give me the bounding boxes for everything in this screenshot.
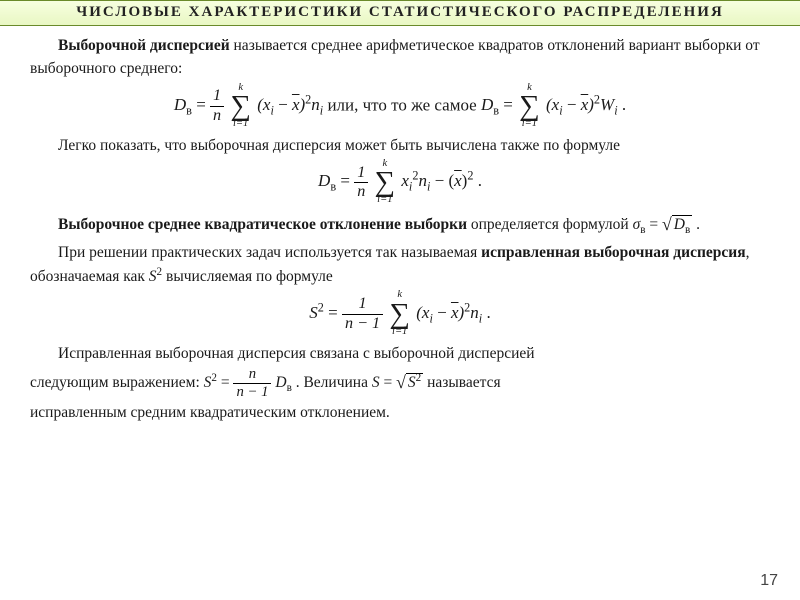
p5mid: Величина [303, 374, 371, 391]
f1-mid: или, что то же самое [327, 95, 481, 114]
f2-ft: 1 [354, 165, 368, 183]
f2-eq: = [340, 171, 350, 190]
f1-D2s: в [493, 103, 499, 117]
f3-D: D [674, 216, 685, 233]
f4-tn: n [470, 303, 479, 322]
term-corrected-variance: исправленная выборочная дисперсия [481, 244, 745, 261]
f2-min: − ( [435, 171, 455, 190]
para-3: Выборочное среднее квадратическое отклон… [30, 210, 770, 239]
para-6: исправленным средним квадратическим откл… [30, 401, 770, 424]
formula-4: S2 = 1n − 1 k∑i=1 (xi − x)2ni . [30, 290, 770, 337]
f4-S: S [309, 303, 318, 322]
f2-x: x [401, 171, 409, 190]
f1-eq: = [196, 95, 206, 114]
p5b: следующим выражением: [30, 374, 204, 391]
f1-ba: (x [257, 95, 270, 114]
f1-dot: . [618, 95, 627, 114]
f6-in2: 2 [416, 371, 422, 383]
f6-eq: = [380, 374, 397, 391]
p5end: называется [427, 374, 501, 391]
f5-ft: n [233, 367, 271, 384]
f2-n: n [418, 171, 427, 190]
f5-fb: n − 1 [233, 384, 271, 400]
f2-sb: i=1 [375, 195, 396, 206]
term-sample-variance: Выборочной дисперсией [58, 37, 230, 54]
document-body: Выборочной дисперсией называется среднее… [0, 26, 800, 425]
p4c: вычисляемая по формуле [162, 268, 333, 285]
formula-1: Dв = 1n k∑i=1 (xi − x)2ni или, что то же… [30, 83, 770, 130]
f5-D: D [275, 374, 286, 391]
para-5-line2: следующим выражением: S2 = nn − 1 Dв . В… [30, 367, 770, 399]
f2-D: D [318, 171, 330, 190]
para-3b: определяется формулой [467, 216, 633, 233]
para-4: При решении практических задач используе… [30, 241, 770, 289]
f4-sb: i=1 [389, 327, 410, 338]
f3-Ds: в [685, 224, 690, 236]
para-5-line1: Исправленная выборочная дисперсия связан… [30, 342, 770, 365]
f4-dot: . [482, 303, 491, 322]
f1-sb2: i=1 [519, 119, 540, 130]
f4-eq: = [328, 303, 342, 322]
f1-bm: − [274, 95, 292, 114]
f1-ft: 1 [210, 88, 224, 106]
f1-tn: n [311, 95, 320, 114]
f1-ba2: (x [546, 95, 559, 114]
f5-dot: . [292, 374, 304, 391]
f4-fb: n − 1 [342, 315, 383, 332]
para-2: Легко показать, что выборочная дисперсия… [30, 134, 770, 157]
f4-ba: (x [416, 303, 429, 322]
f4-ft: 1 [342, 296, 383, 314]
para-1: Выборочной дисперсией называется среднее… [30, 34, 770, 81]
page-title-banner: ЧИСЛОВЫЕ ХАРАКТЕРИСТИКИ СТАТИСТИЧЕСКОГО … [0, 0, 800, 26]
p4-S: S [149, 268, 157, 285]
f3-eq: = [646, 216, 663, 233]
f1-w: W [600, 95, 614, 114]
formula-2: Dв = 1n k∑i=1 xi2ni − (x)2 . [30, 159, 770, 206]
f1-fb: n [210, 107, 224, 124]
f4-xbar: x [451, 303, 459, 322]
page-title: ЧИСЛОВЫЕ ХАРАКТЕРИСТИКИ СТАТИСТИЧЕСКОГО … [76, 4, 724, 20]
f1-bm2: − [563, 95, 581, 114]
f2-xbar: x [454, 171, 462, 190]
f2-ni: i [427, 180, 430, 194]
f1-eq2: = [503, 95, 513, 114]
f4-bm: − [433, 303, 451, 322]
f1-D: D [174, 95, 186, 114]
f1-Dsub: в [186, 103, 192, 117]
f2-fb: n [354, 183, 368, 200]
f5-eq: = [217, 374, 234, 391]
f6-in: S [408, 374, 416, 391]
f2-dot: . [473, 171, 482, 190]
term-std-dev: Выборочное среднее квадратическое отклон… [58, 216, 467, 233]
f1-sb: i=1 [230, 119, 251, 130]
f6-S: S [372, 374, 380, 391]
p4a: При решении практических задач используе… [58, 244, 481, 261]
page-number: 17 [760, 572, 778, 590]
f4-S2: 2 [318, 300, 324, 314]
f2-Ds: в [330, 180, 336, 194]
f1-tns: i [320, 103, 323, 117]
f3-dot: . [696, 216, 700, 233]
f1-D2: D [481, 95, 493, 114]
